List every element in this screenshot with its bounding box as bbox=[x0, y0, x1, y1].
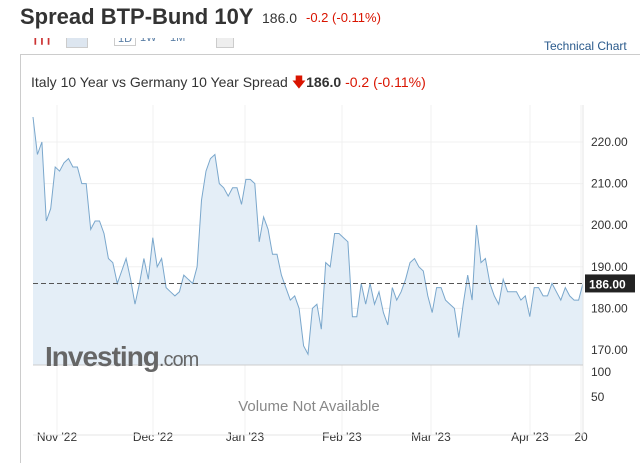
header-value: 186.0 bbox=[262, 10, 298, 26]
x-tick-label: Feb '23 bbox=[322, 430, 362, 444]
change-pct: (-0.11%) bbox=[332, 10, 381, 25]
chart-toolbar: ┃┃┃ 1D 1W 1M Technical Chart bbox=[20, 38, 640, 55]
y-tick-label: 190.00 bbox=[591, 260, 628, 274]
interval-1d[interactable]: 1D bbox=[114, 38, 137, 46]
y-tick-label: 200.00 bbox=[591, 218, 628, 232]
chart-change: -0.2 bbox=[345, 74, 370, 90]
volume-tick-label: 50 bbox=[591, 390, 605, 404]
chart-frame bbox=[20, 54, 640, 463]
interval-1w[interactable]: 1W bbox=[140, 38, 157, 44]
y-tick-label: 220.00 bbox=[591, 135, 628, 149]
down-arrow-icon: 🡇 bbox=[291, 74, 307, 90]
x-tick-label: Mar '23 bbox=[411, 430, 451, 444]
volume-tick-label: 100 bbox=[591, 365, 611, 379]
current-value-badge bbox=[585, 274, 635, 293]
interval-1m[interactable]: 1M bbox=[170, 38, 186, 44]
volume-message: Volume Not Available bbox=[238, 398, 379, 415]
last-value: 186.0 bbox=[306, 74, 342, 90]
y-tick-label: 180.00 bbox=[591, 301, 628, 315]
y-tick-label: 170.00 bbox=[591, 343, 628, 357]
y-tick-label: 210.00 bbox=[591, 177, 628, 191]
table-icon[interactable] bbox=[216, 38, 234, 48]
chart-change-pct: (-0.11%) bbox=[373, 74, 426, 90]
candlestick-icon[interactable]: ┃┃┃ bbox=[32, 38, 52, 45]
area-fill bbox=[33, 117, 583, 365]
x-tick-label: Apr '23 bbox=[511, 430, 549, 444]
page-title: Spread BTP-Bund 10Y bbox=[20, 4, 254, 29]
header-change: -0.2 (-0.11%) bbox=[306, 10, 381, 25]
x-tick-label: Jan '23 bbox=[226, 430, 265, 444]
series-line bbox=[32, 116, 584, 356]
chart-title-text: Italy 10 Year vs Germany 10 Year Spread bbox=[31, 74, 288, 90]
technical-chart-link[interactable]: Technical Chart bbox=[544, 39, 627, 53]
chart-title: Italy 10 Year vs Germany 10 Year Spread … bbox=[31, 72, 426, 96]
x-tick-label: Nov '22 bbox=[37, 430, 78, 444]
x-tick-label: Dec '22 bbox=[133, 430, 174, 444]
area-chart-icon[interactable] bbox=[66, 38, 88, 48]
change: -0.2 bbox=[306, 10, 329, 25]
x-tick-label: 20 bbox=[574, 430, 588, 444]
current-value-label: 186.00 bbox=[589, 277, 626, 291]
